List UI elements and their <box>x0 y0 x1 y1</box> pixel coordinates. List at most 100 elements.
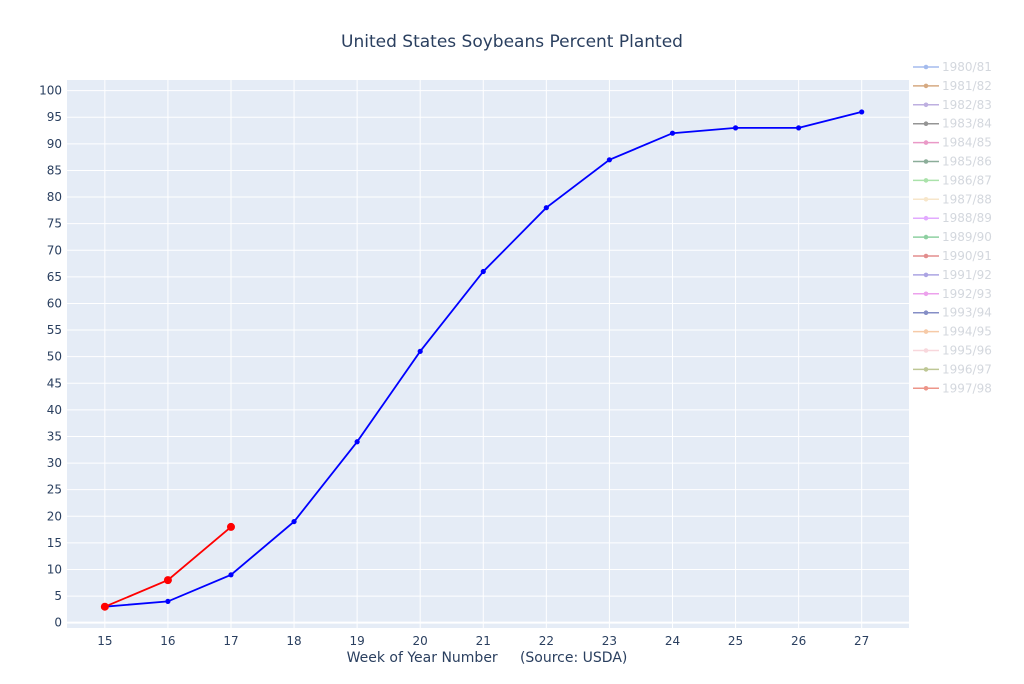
y-tick-label: 30 <box>47 456 62 470</box>
y-tick-label: 5 <box>54 589 62 603</box>
x-tick-label: 22 <box>539 634 554 648</box>
x-tick-label: 24 <box>665 634 680 648</box>
data-point <box>796 125 802 131</box>
legend-label: 1985/86 <box>942 155 992 169</box>
y-tick-label: 40 <box>47 403 62 417</box>
legend-marker <box>923 102 929 108</box>
legend-label: 1991/92 <box>942 268 992 282</box>
data-point <box>291 518 297 525</box>
legend-label: 1987/88 <box>942 192 992 206</box>
x-tick-label: 15 <box>97 634 112 648</box>
legend-marker <box>923 291 929 297</box>
legend-marker <box>923 234 929 240</box>
legend-item[interactable]: 1986/87 <box>913 173 992 187</box>
y-tick-label: 45 <box>47 376 62 390</box>
legend-marker <box>923 121 929 126</box>
legend-marker <box>923 178 929 183</box>
x-tick-label: 23 <box>602 634 617 648</box>
legend-item[interactable]: 1991/92 <box>913 268 992 282</box>
data-point <box>100 602 109 611</box>
data-point <box>859 109 865 115</box>
legend-item[interactable]: 1981/82 <box>913 79 992 93</box>
legend[interactable]: 1980/81 1981/82 1982/83 1983/84 1984/85 1985/… <box>913 60 992 395</box>
data-point <box>732 125 739 131</box>
x-tick-label: 16 <box>160 634 175 648</box>
data-point <box>417 348 423 354</box>
legend-marker <box>923 348 929 353</box>
data-point <box>226 522 235 531</box>
x-tick-label: 20 <box>413 634 428 648</box>
legend-label: 1980/81 <box>942 60 992 74</box>
legend-item[interactable]: 1989/90 <box>913 230 992 244</box>
legend-label: 1997/98 <box>942 381 992 395</box>
legend-label: 1982/83 <box>942 98 992 112</box>
legend-item[interactable]: 1992/93 <box>913 287 992 301</box>
series-layer <box>100 109 865 611</box>
legend-label: 1984/85 <box>942 136 992 150</box>
plot-area <box>67 80 909 628</box>
x-axis-title: Week of Year Number (Source: USDA) <box>347 650 628 666</box>
x-tick-label: 26 <box>791 634 806 648</box>
legend-marker <box>923 253 929 259</box>
data-point <box>606 157 613 163</box>
legend-marker <box>923 83 929 89</box>
legend-marker <box>923 140 929 145</box>
legend-item[interactable]: 1983/84 <box>913 117 992 131</box>
legend-marker <box>923 367 929 372</box>
legend-label: 1981/82 <box>942 79 992 93</box>
legend-item[interactable]: 1987/88 <box>913 192 992 206</box>
y-tick-label: 0 <box>54 616 62 630</box>
legend-label: 1989/90 <box>942 230 992 244</box>
legend-marker <box>923 215 929 221</box>
x-tick-label: 19 <box>349 634 364 648</box>
legend-label: 1995/96 <box>942 344 992 358</box>
x-tick-label: 27 <box>854 634 869 648</box>
data-point <box>163 576 172 585</box>
y-tick-label: 55 <box>47 323 62 337</box>
y-tick-label: 50 <box>47 350 62 364</box>
y-tick-label: 10 <box>47 562 62 576</box>
chart-title: United States Soybeans Percent Planted <box>341 32 683 52</box>
legend-marker <box>923 310 929 316</box>
legend-item[interactable]: 1995/96 <box>913 344 992 358</box>
legend-marker <box>923 159 929 164</box>
y-tick-label: 65 <box>47 270 62 284</box>
legend-marker <box>923 329 929 334</box>
legend-item[interactable]: 1984/85 <box>913 136 992 150</box>
y-tick-label: 25 <box>47 483 62 497</box>
x-tick-label: 21 <box>476 634 491 648</box>
legend-item[interactable]: 1996/97 <box>913 362 992 376</box>
y-tick-label: 95 <box>47 110 62 124</box>
legend-item[interactable]: 1997/98 <box>913 381 992 395</box>
legend-item[interactable]: 1985/86 <box>913 155 992 169</box>
data-point <box>669 130 676 136</box>
y-tick-label: 100 <box>39 84 62 98</box>
legend-label: 1990/91 <box>942 249 992 263</box>
legend-item[interactable]: 1988/89 <box>913 211 992 225</box>
legend-marker <box>923 386 929 391</box>
legend-item[interactable]: 1993/94 <box>913 306 992 320</box>
legend-label: 1992/93 <box>942 287 992 301</box>
legend-label: 1983/84 <box>942 117 992 131</box>
legend-marker <box>923 272 929 278</box>
legend-marker <box>923 197 929 202</box>
grid <box>67 80 909 628</box>
legend-item[interactable]: 1994/95 <box>913 325 992 339</box>
legend-item[interactable]: 1990/91 <box>913 249 992 263</box>
data-point <box>165 598 171 604</box>
legend-label: 1993/94 <box>942 306 992 320</box>
y-tick-label: 85 <box>47 163 62 177</box>
data-point <box>354 439 360 445</box>
y-tick-label: 20 <box>47 509 62 523</box>
legend-label: 1986/87 <box>942 173 992 187</box>
legend-marker <box>923 64 929 70</box>
legend-label: 1996/97 <box>942 362 992 376</box>
legend-item[interactable]: 1982/83 <box>913 98 992 112</box>
data-point <box>543 205 549 211</box>
data-point <box>228 572 234 578</box>
x-tick-label: 25 <box>728 634 743 648</box>
y-tick-label: 35 <box>47 429 62 443</box>
legend-item[interactable]: 1980/81 <box>913 60 992 74</box>
y-tick-label: 15 <box>47 536 62 550</box>
